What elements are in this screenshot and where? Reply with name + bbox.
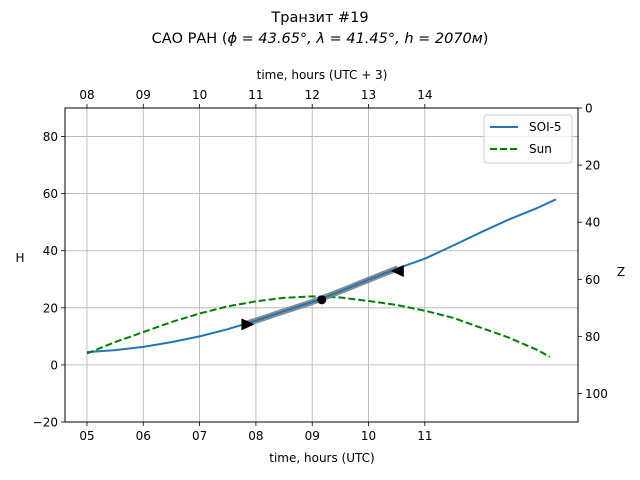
x-tick-label: 11 [417,429,432,443]
plot-frame [64,107,579,423]
x-top-tick-label: 11 [248,88,263,102]
series-line-sun [86,295,551,358]
x-tick-label: 09 [305,429,320,443]
x-top-tick-label: 10 [192,88,207,102]
y-axis-label: H [15,251,24,265]
y-tick-label: 80 [43,130,58,144]
transit-group [241,264,404,331]
y-tick-label: 0 [50,358,58,372]
x-tick-label: 06 [136,429,151,443]
x-tick-label: 10 [361,429,376,443]
y-right-tick-label: 40 [585,216,600,230]
chart-title: Транзит #19 [270,10,368,26]
subtitle-suffix: ) [483,31,489,47]
legend: SOI-5 Sun [483,114,573,164]
chart-subtitle: САО РАН (ϕ = 43.65°, λ = 41.45°, h = 207… [152,31,489,47]
x-top-tick-label: 09 [136,88,151,102]
legend-label-sun: Sun [529,142,552,156]
subtitle-prefix: САО РАН ( [152,31,228,47]
transit-middle-marker [317,295,327,305]
legend-label-soi5: SOI-5 [529,120,562,134]
transit-start-marker [241,318,255,331]
ticks: 05 06 07 08 09 10 11 08 09 10 11 12 13 14 −20 0 20 40 60 80… [33,88,608,443]
y-right-tick-label: 20 [585,159,600,173]
y-right-tick-label: 60 [585,273,600,287]
y-tick-label: −20 [33,416,58,430]
y-right-tick-label: 80 [585,330,600,344]
y-axis-right-label: Z [617,265,625,279]
x-tick-label: 08 [248,429,263,443]
x-tick-label: 07 [192,429,207,443]
x-axis-label: time, hours (UTC) [269,451,374,465]
series-group [86,198,557,358]
subtitle-math: ϕ = 43.65°, λ = 41.45°, h = 2070м [227,31,482,47]
x-top-tick-label: 08 [79,88,94,102]
y-right-tick-label: 100 [585,387,608,401]
y-tick-label: 20 [43,301,58,315]
x-top-tick-label: 12 [305,88,320,102]
y-tick-label: 40 [43,244,58,258]
x-axis-top-label: time, hours (UTC + 3) [257,68,388,82]
transit-end-marker [390,264,404,277]
y-tick-label: 60 [43,187,58,201]
x-top-tick-label: 14 [417,88,432,102]
y-right-tick-label: 0 [585,102,593,116]
x-top-tick-label: 13 [361,88,376,102]
x-tick-label: 05 [79,429,94,443]
